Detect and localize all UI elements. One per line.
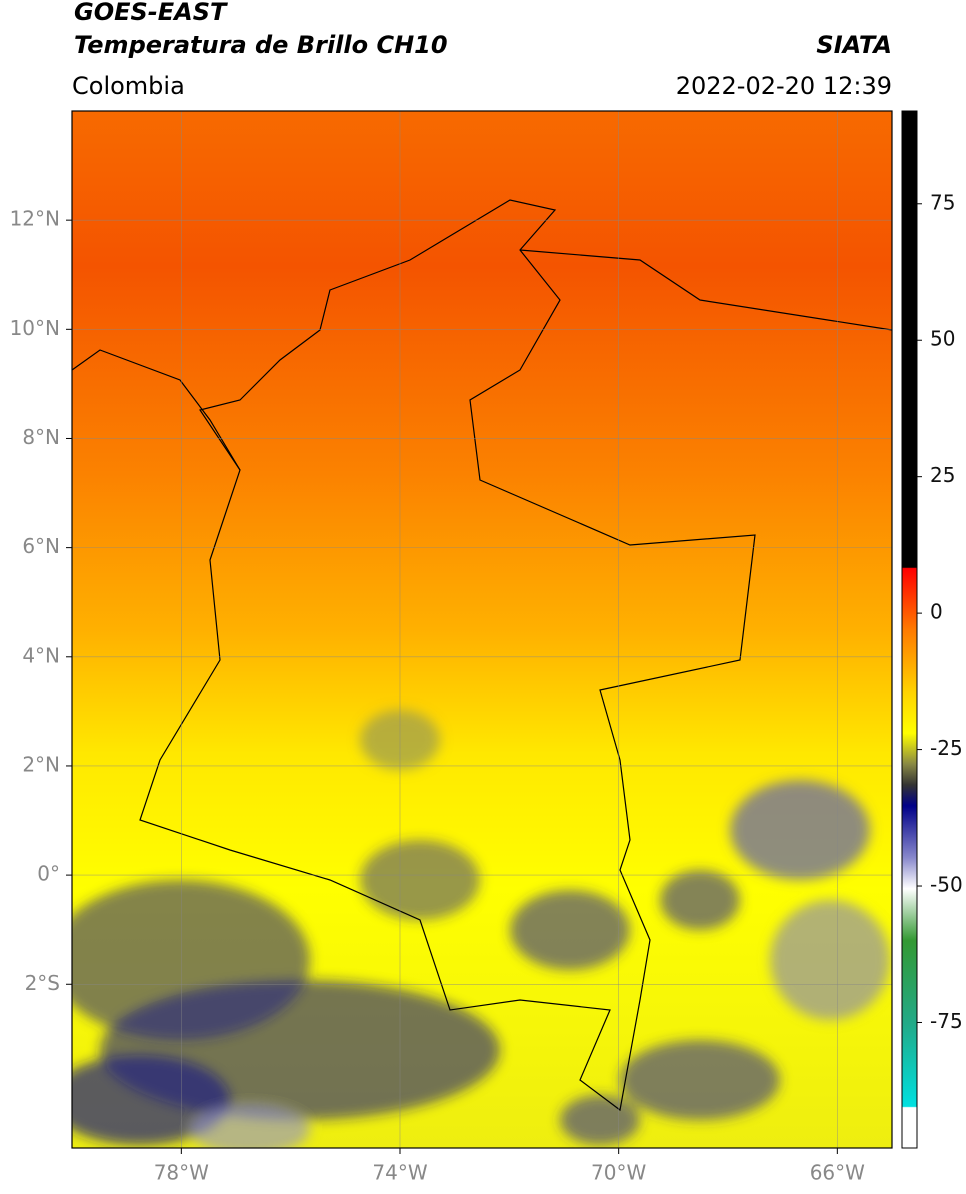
colorbar-tick-label: -75 xyxy=(930,1009,963,1033)
clouds xyxy=(72,710,890,1148)
subtitle: Temperatura de Brillo CH10 xyxy=(74,31,448,59)
coastline xyxy=(72,349,241,471)
x-tick-label: 78°W xyxy=(154,1161,209,1185)
y-tick-label: 6°N xyxy=(22,534,60,558)
y-tick-label: 4°N xyxy=(22,643,60,667)
y-tick-label: 10°N xyxy=(10,316,60,340)
y-tick-label: 12°N xyxy=(10,207,60,231)
map-frame xyxy=(71,110,893,1149)
source: SIATA xyxy=(816,31,892,59)
country-border xyxy=(139,199,756,1112)
region: Colombia xyxy=(72,72,185,100)
x-tick-label: 70°W xyxy=(591,1161,646,1185)
colorbar-tick-label: 0 xyxy=(930,600,943,624)
title: GOES-EAST xyxy=(74,0,228,26)
datetime: 2022-02-20 12:39 xyxy=(676,72,892,100)
colorbar-tick-label: -50 xyxy=(930,873,963,897)
x-tick-label: 74°W xyxy=(372,1161,427,1185)
y-tick-label: 0° xyxy=(37,862,60,886)
colorbar-tick-label: -25 xyxy=(930,736,963,760)
x-tick-label: 66°W xyxy=(810,1161,865,1185)
coastline xyxy=(519,249,892,331)
colorbar-tick-label: 75 xyxy=(930,190,955,214)
colorbar xyxy=(901,110,918,1149)
y-tick-label: 2°N xyxy=(22,752,60,776)
y-tick-label: 8°N xyxy=(22,425,60,449)
colorbar-tick-label: 25 xyxy=(930,463,955,487)
imagery xyxy=(72,111,892,1148)
y-tick-label: 2°S xyxy=(25,971,60,995)
colorbar-tick-label: 50 xyxy=(930,327,955,351)
